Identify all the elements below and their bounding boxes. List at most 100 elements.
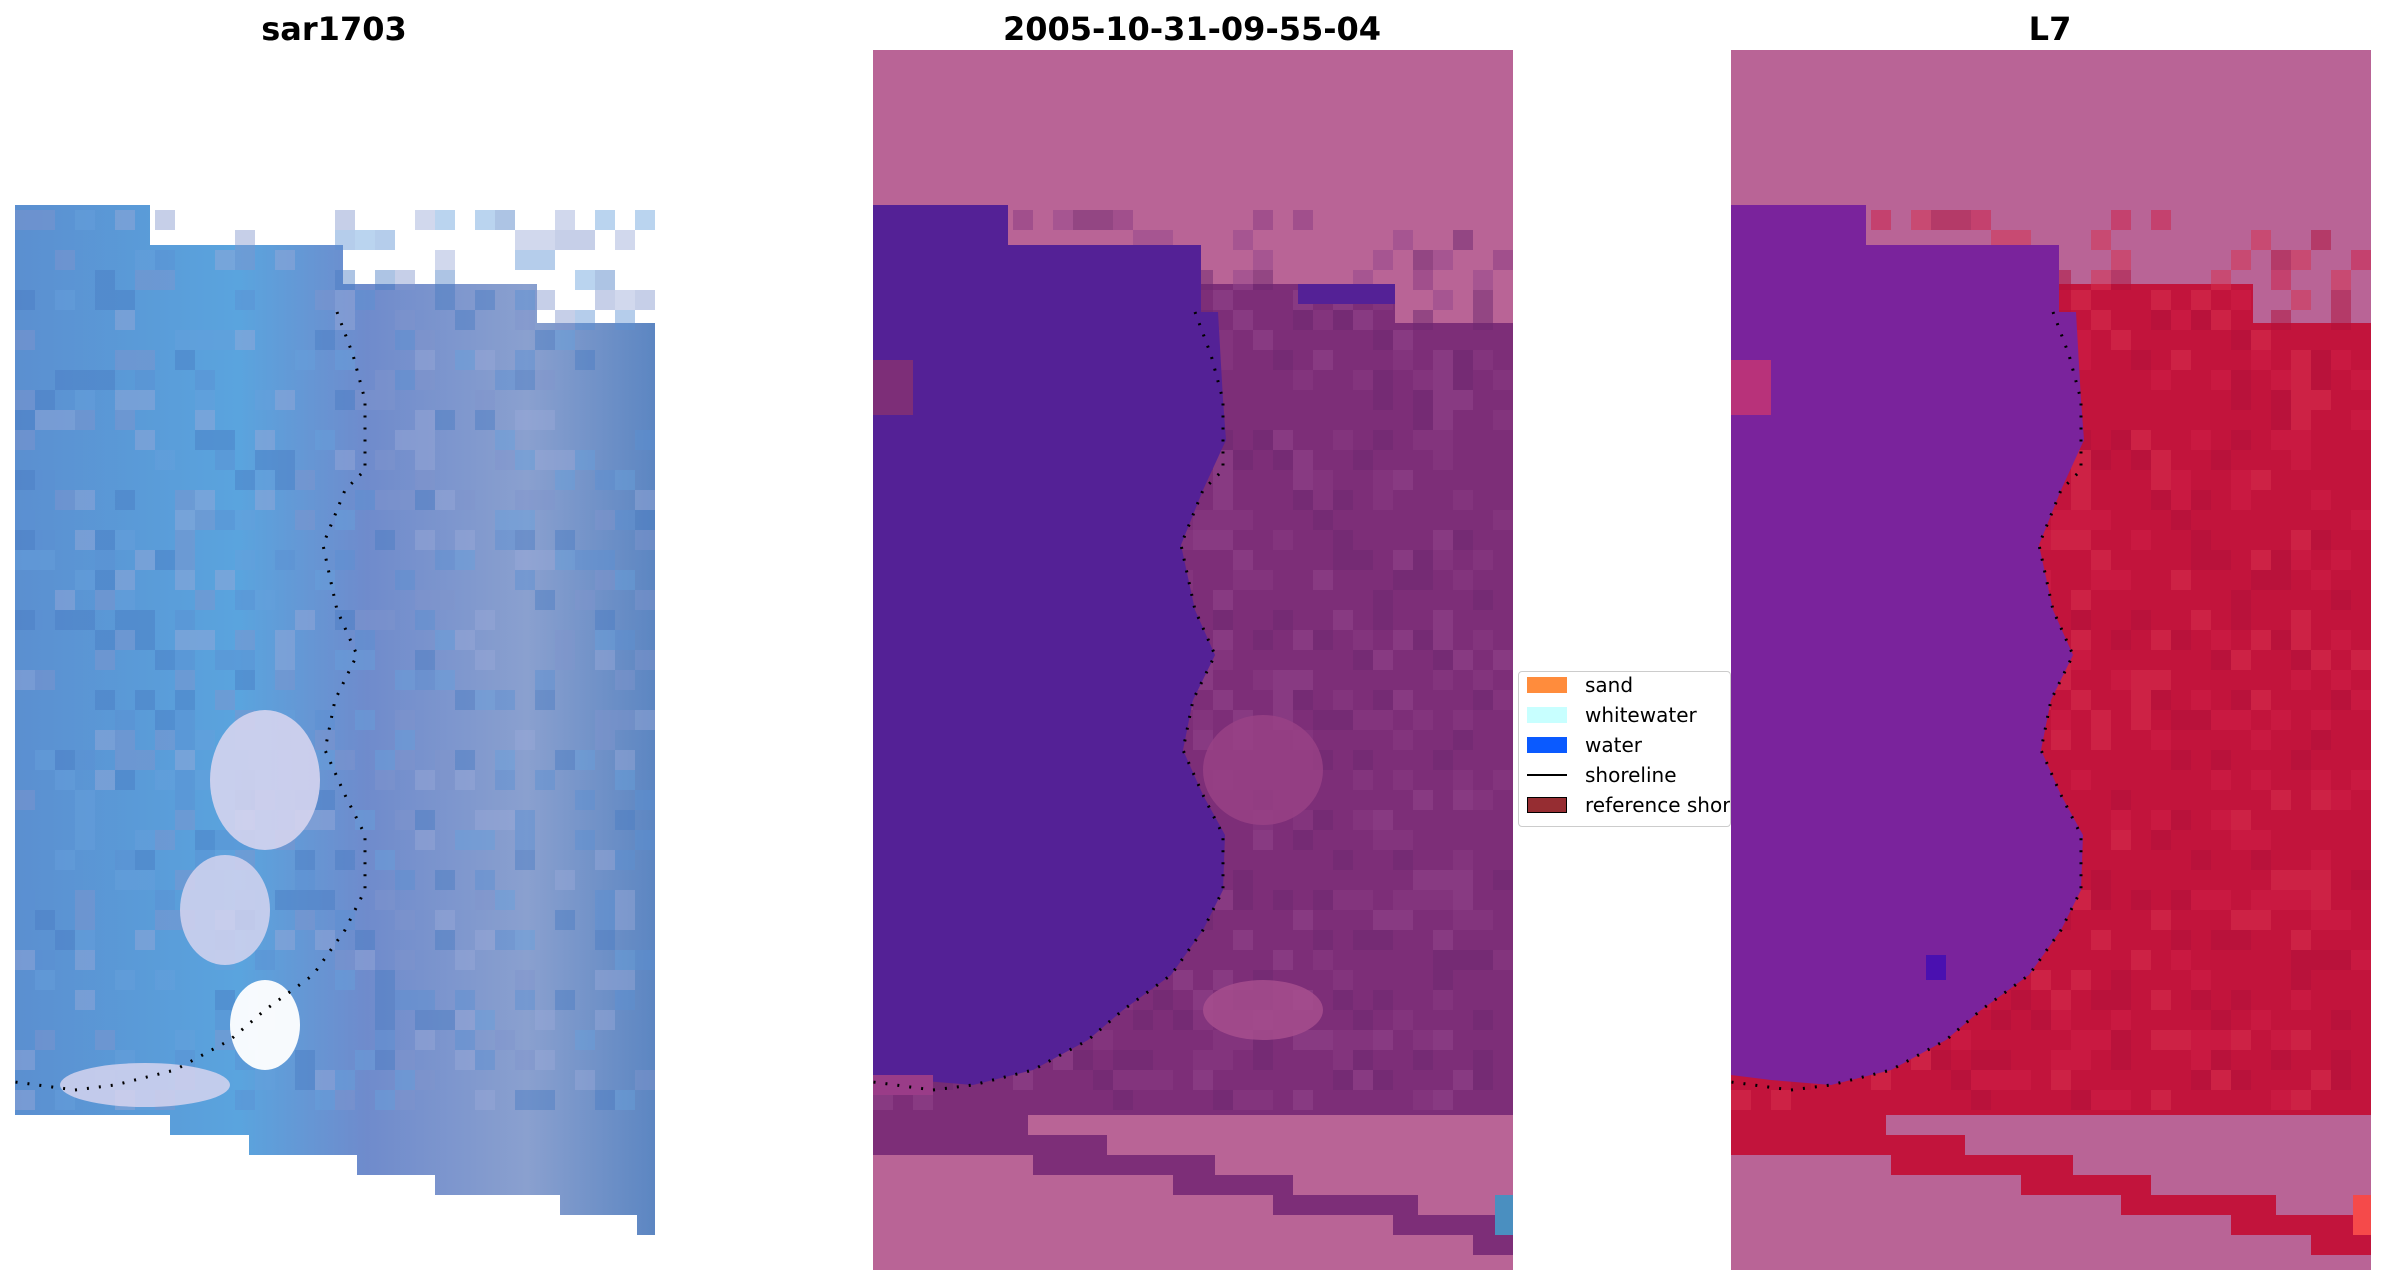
raster-cell <box>1353 1070 1373 1090</box>
raster-cell <box>1433 670 1453 690</box>
raster-cell <box>135 610 155 630</box>
raster-cell <box>2231 430 2251 450</box>
raster-cell <box>55 590 75 610</box>
raster-cell <box>175 510 195 530</box>
raster-cell <box>1493 770 1513 790</box>
raster-cell <box>2071 590 2091 610</box>
raster-cell <box>555 630 575 650</box>
raster-cell <box>315 330 335 350</box>
raster-cell <box>2171 470 2191 490</box>
raster-cell <box>2311 850 2331 870</box>
raster-cell <box>75 750 95 770</box>
raster-cell <box>555 990 575 1010</box>
raster-cell <box>195 590 215 610</box>
raster-cell <box>2291 250 2311 270</box>
raster-cell <box>1453 790 1473 810</box>
raster-cell <box>135 630 155 650</box>
raster-cell <box>275 450 295 470</box>
raster-cell <box>275 390 295 410</box>
raster-cell <box>415 410 435 430</box>
classified-image-panel <box>873 50 1513 1270</box>
raster-cell <box>635 830 655 850</box>
raster-cell <box>1473 630 1493 650</box>
raster-cell <box>2291 530 2311 550</box>
raster-cell <box>1253 1050 1273 1070</box>
raster-cell <box>35 950 55 970</box>
raster-cell <box>1433 290 1453 310</box>
raster-cell <box>2311 650 2331 670</box>
raster-cell <box>1313 630 1333 650</box>
raster-cell <box>575 550 595 570</box>
raster-cell <box>2171 810 2191 830</box>
raster-cell <box>1253 570 1273 590</box>
raster-cell <box>1433 890 1453 910</box>
raster-cell <box>635 790 655 810</box>
raster-cell <box>1453 530 1473 550</box>
raster-cell <box>415 430 435 450</box>
raster-cell <box>415 210 435 230</box>
raster-cell <box>2091 550 2111 570</box>
raster-cell <box>215 690 235 710</box>
raster-cell <box>1373 930 1393 950</box>
raster-cell <box>2331 950 2351 970</box>
raster-cell <box>1333 850 1353 870</box>
raster-cell <box>215 570 235 590</box>
raster-cell <box>1473 270 1493 290</box>
raster-cell <box>135 390 155 410</box>
raster-cell <box>475 1010 495 1030</box>
raster-cell <box>195 330 215 350</box>
raster-cell <box>2291 290 2311 310</box>
raster-cell <box>1013 210 1033 230</box>
raster-cell <box>2291 870 2311 890</box>
raster-cell <box>1153 1070 1173 1090</box>
raster-cell <box>115 210 135 230</box>
raster-cell <box>335 1090 355 1110</box>
raster-cell <box>2311 570 2331 590</box>
raster-cell <box>355 1050 375 1070</box>
raster-cell <box>415 450 435 470</box>
raster-cell <box>295 610 315 630</box>
raster-cell <box>55 250 75 270</box>
raster-cell <box>155 830 175 850</box>
raster-cell <box>95 630 115 650</box>
raster-cell <box>1313 930 1333 950</box>
raster-cell <box>55 750 75 770</box>
raster-cell <box>2051 510 2071 530</box>
raster-cell <box>515 510 535 530</box>
raster-cell <box>195 490 215 510</box>
raster-cell <box>2071 650 2091 670</box>
raster-cell <box>1473 550 1493 570</box>
raster-cell <box>335 210 355 230</box>
raster-cell <box>2231 930 2251 950</box>
raster-cell <box>235 650 255 670</box>
raster-cell <box>2111 970 2131 990</box>
raster-cell <box>2151 670 2171 690</box>
raster-cell <box>2351 410 2371 430</box>
raster-cell <box>475 1050 495 1070</box>
raster-cell <box>315 890 335 910</box>
raster-cell <box>1173 970 1193 990</box>
raster-cell <box>435 410 455 430</box>
raster-cell <box>1453 710 1473 730</box>
raster-cell <box>595 890 615 910</box>
raster-cell <box>1951 1030 1971 1050</box>
raster-cell <box>415 1010 435 1030</box>
raster-cell <box>215 650 235 670</box>
raster-cell <box>115 610 135 630</box>
raster-cell <box>1353 1050 1373 1070</box>
raster-cell <box>2291 430 2311 450</box>
raster-cell <box>255 470 275 490</box>
raster-cell <box>2171 750 2191 770</box>
raster-cell <box>1213 610 1233 630</box>
raster-cell <box>535 770 555 790</box>
raster-cell <box>595 570 615 590</box>
raster-cell <box>1353 630 1373 650</box>
raster-cell <box>395 270 415 290</box>
raster-cell <box>595 930 615 950</box>
raster-cell <box>1373 710 1393 730</box>
raster-cell <box>415 670 435 690</box>
raster-cell <box>535 290 555 310</box>
raster-cell <box>2151 690 2171 710</box>
raster-cell <box>1113 210 1133 230</box>
raster-cell <box>355 810 375 830</box>
